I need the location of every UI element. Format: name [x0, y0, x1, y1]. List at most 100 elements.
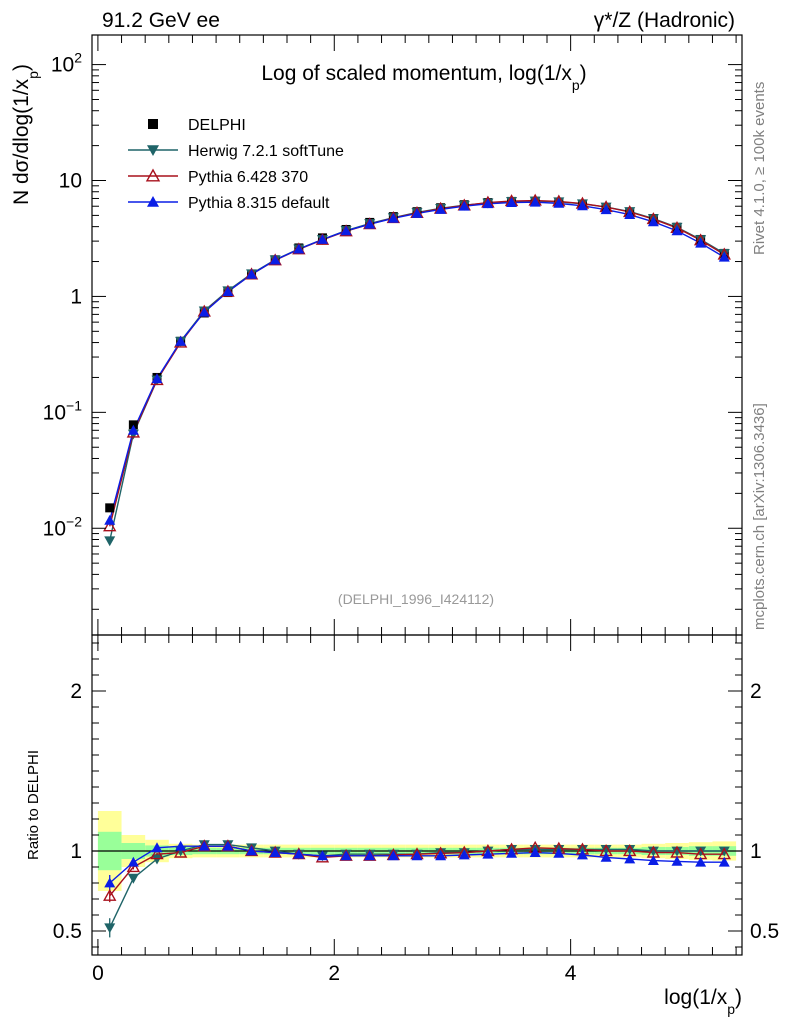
- main-point-pythia: [222, 286, 234, 297]
- ratio-point-pythia: [104, 877, 116, 888]
- main-point-pythia: [695, 237, 707, 248]
- ratio-y-tick-label-right: 2: [750, 680, 762, 703]
- ratio-point-pythia: [150, 847, 164, 860]
- ratio-point-pythia: [553, 847, 565, 858]
- main-point-pythia: [269, 254, 281, 265]
- main-title: Log of scaled momentum, log(1/xp): [261, 62, 586, 93]
- ratio-point-herwig: [127, 873, 139, 884]
- main-plot-content: [103, 193, 731, 547]
- ratio-point-pythia: [600, 851, 612, 862]
- legend-marker: [145, 168, 161, 182]
- ratio-point-pythia: [269, 847, 281, 857]
- ratio-point-pythia: [316, 850, 328, 861]
- ratio-point-pythia: [506, 847, 518, 858]
- legend-label: Pythia 6.428 370: [188, 169, 308, 186]
- ratio-y-axis-label: Ratio to DELPHI: [25, 750, 42, 860]
- ratio-point-herwig: [624, 845, 636, 855]
- ratio-point-pythia: [127, 856, 139, 867]
- legend-marker: [148, 119, 158, 129]
- main-point-pythia: [576, 200, 588, 211]
- main-point-pythia: [647, 216, 659, 227]
- ratio-point-pythia: [647, 855, 659, 865]
- main-point-pythia: [624, 209, 636, 220]
- main-point-pythia: [553, 197, 565, 208]
- main-point-pythia: [482, 198, 494, 209]
- ratio-y-tick-label-right: 1: [750, 840, 762, 863]
- ratio-point-herwig: [671, 846, 683, 857]
- ratio-panel: Ratio to DELPHI log(1/xp): [25, 634, 743, 1017]
- main-point-pythia: [671, 225, 683, 236]
- main-point-pythia: [246, 268, 258, 279]
- ratio-point-pythia: [340, 850, 352, 861]
- ratio-axis-ticks: [92, 642, 742, 948]
- ratio-point-pythia: [624, 853, 636, 864]
- ratio-plot-content: [92, 811, 742, 938]
- main-point-pythia: [103, 519, 117, 532]
- x-tick-label: 2: [328, 962, 340, 985]
- ratio-point-herwig: [600, 845, 612, 855]
- legend-label: Herwig 7.2.1 softTune: [188, 143, 344, 160]
- legend: DELPHI Herwig 7.2.1 softTune Pythia 6.428 …: [128, 117, 344, 212]
- ratio-point-pythia: [222, 840, 234, 851]
- main-point-pythia: [458, 200, 470, 211]
- ratio-point-herwig: [695, 846, 707, 857]
- main-point-pythia: [600, 204, 612, 215]
- ratio-frame: [91, 634, 743, 956]
- ratio-point-pythia: [293, 848, 305, 859]
- ratio-point-pythia: [175, 840, 187, 851]
- main-point-herwig: [104, 536, 116, 547]
- main-line-herwig: [109, 200, 725, 541]
- main-point-pythia: [411, 207, 423, 218]
- ratio-point-pythia: [576, 849, 588, 860]
- x-tick-label: 0: [92, 962, 104, 985]
- legend-marker: [147, 145, 159, 156]
- ratio-point-pythia: [173, 845, 188, 858]
- ratio-point-pythia: [246, 845, 258, 856]
- legend-label: Pythia 8.315 default: [188, 195, 330, 212]
- mcplots-label: mcplots.cern.ch [arXiv:1306.3436]: [751, 403, 768, 630]
- ratio-point-herwig: [104, 923, 116, 934]
- ratio-y-tick-label-right: 0.5: [750, 920, 779, 943]
- main-point-pythia: [293, 243, 305, 254]
- ratio-point-pythia: [529, 847, 541, 857]
- main-y-tick-label: 10−1: [43, 397, 83, 424]
- main-y-tick-label: 10: [59, 170, 82, 193]
- x-tick-label: 4: [565, 962, 577, 985]
- legend-marker: [147, 196, 159, 207]
- legend-label: DELPHI: [188, 117, 246, 134]
- ratio-point-pythia: [435, 850, 447, 861]
- main-point-pythia: [435, 203, 447, 214]
- main-point-pythia: [718, 251, 730, 262]
- main-axis-ticks: [92, 35, 742, 955]
- main-point-pythia: [198, 306, 210, 317]
- main-y-tick-label: 102: [51, 50, 82, 77]
- ratio-point-pythia: [482, 848, 494, 859]
- ratio-point-pythia: [364, 850, 376, 861]
- main-point-pythia: [364, 218, 376, 229]
- main-point-delphi: [105, 503, 115, 513]
- header-process-label: γ*/Z (Hadronic): [594, 9, 735, 32]
- ratio-point-pythia: [198, 840, 210, 851]
- analysis-tag: (DELPHI_1996_I424112): [338, 591, 494, 607]
- ratio-y-tick-label-left: 2: [70, 680, 82, 703]
- ratio-point-herwig: [151, 854, 163, 865]
- ratio-point-pythia: [458, 849, 470, 860]
- main-point-pythia: [340, 225, 352, 236]
- main-panel: Log of scaled momentum, log(1/xp) (DELPH…: [10, 34, 743, 636]
- main-y-axis-label: N dσ/dlog(1/xp): [10, 64, 41, 205]
- ratio-point-pythia: [103, 888, 117, 901]
- main-line-pythia: [109, 201, 725, 521]
- main-point-pythia: [506, 197, 518, 207]
- main-point-pythia: [175, 335, 187, 346]
- main-point-pythia: [387, 212, 399, 223]
- ratio-point-herwig: [718, 846, 730, 857]
- main-point-pythia: [104, 514, 116, 525]
- main-y-tick-label: 10−2: [43, 513, 83, 540]
- ratio-y-tick-label-left: 1: [70, 840, 82, 863]
- ratio-point-pythia: [387, 850, 399, 861]
- ratio-y-tick-label-left: 0.5: [53, 920, 82, 943]
- ratio-point-herwig: [647, 846, 659, 857]
- main-point-pythia: [529, 196, 541, 207]
- x-axis-label: log(1/xp): [664, 986, 742, 1017]
